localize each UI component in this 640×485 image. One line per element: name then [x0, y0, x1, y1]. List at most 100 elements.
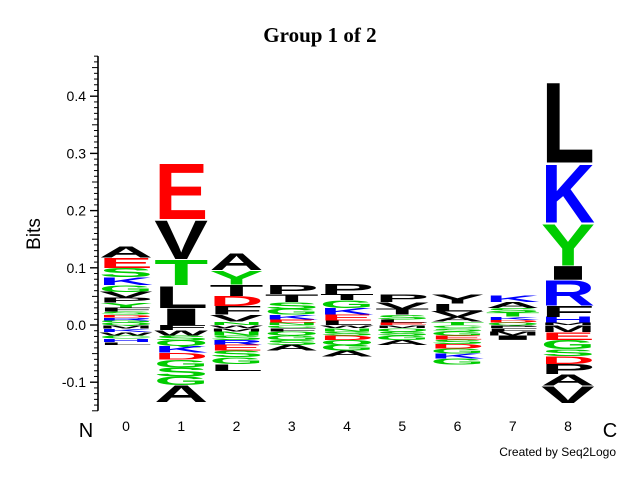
logo-letter-g: G	[265, 308, 319, 317]
logo-letter-g: G	[154, 374, 208, 387]
logo-letter-g: G	[154, 357, 208, 370]
logo-letter-l: L	[375, 318, 429, 323]
logo-letter-i: I	[154, 304, 208, 331]
logo-letter-f: F	[154, 324, 208, 332]
logo-letter-e: E	[320, 313, 374, 322]
logo-letter-g: G	[375, 334, 429, 341]
logo-letter-g: G	[431, 347, 485, 355]
logo-letter-e: E	[431, 334, 485, 340]
logo-letter-k: K	[486, 316, 540, 321]
logo-letter-g: G	[99, 320, 153, 323]
logo-letter-g: G	[320, 298, 374, 311]
logo-letter-c: C	[99, 334, 153, 339]
logo-letter-g: G	[431, 330, 485, 336]
logo-letter-n: N	[320, 327, 374, 332]
logo-letter-g: G	[541, 338, 595, 352]
logo-letter-q: Q	[375, 327, 429, 332]
n-terminus-label: N	[79, 420, 93, 442]
logo-letter-d: D	[99, 314, 153, 318]
logo-letter-v: V	[210, 313, 264, 324]
y-axis-label: Bits	[24, 218, 45, 250]
logo-letter-g: G	[265, 334, 319, 341]
logo-letter-c: C	[431, 324, 485, 328]
logo-letter-a: A	[210, 249, 264, 276]
logo-letter-s: S	[431, 338, 485, 345]
logo-letter-h: H	[541, 316, 595, 325]
logo-letter-q: Q	[99, 322, 153, 325]
logo-letter-m: M	[541, 323, 595, 334]
logo-letter-g: G	[99, 283, 153, 294]
logo-letter-s: S	[431, 327, 485, 332]
logo-letter-a: A	[375, 339, 429, 347]
logo-letter-k: K	[154, 345, 208, 355]
logo-letter-m: M	[210, 327, 264, 332]
logo-letter-k: K	[99, 275, 154, 287]
logo-letter-y: Y	[541, 213, 595, 279]
y-axis: -0.1 0.0 0.1 0.2 0.3 0.4	[62, 55, 99, 412]
logo-letter-n: N	[265, 322, 319, 326]
logo-letter-f: F	[99, 306, 153, 312]
x-position-label: 2	[233, 418, 241, 434]
logo-letter-t: T	[375, 308, 429, 317]
logo-letter-a: A	[154, 381, 208, 408]
y-tick-label: 0.1	[67, 260, 87, 276]
logo-letter-y: Y	[431, 292, 485, 306]
logo-letter-f: F	[265, 327, 319, 332]
letter-stacks: QGRDSFYPVGKSEAMKWCHLILTVEFWSQKDGSGANVFDT…	[99, 58, 595, 408]
logo-letter-r: R	[99, 317, 153, 321]
logo-letter-l: L	[541, 58, 595, 187]
logo-letter-t: T	[486, 311, 540, 317]
logo-letter-v: V	[375, 301, 429, 312]
logo-letter-a: A	[486, 301, 540, 310]
logo-letter-a: A	[265, 344, 319, 353]
logo-letter-v: V	[154, 209, 208, 272]
x-position-label: 7	[509, 418, 517, 434]
logo-letter-q: Q	[154, 339, 208, 348]
logo-letter-s: S	[210, 349, 264, 359]
logo-letter-s: S	[375, 314, 429, 321]
logo-letter-p: P	[486, 324, 540, 328]
chart-title: Group 1 of 2	[263, 23, 376, 47]
logo-letter-e: E	[265, 318, 319, 323]
logo-letter-p: P	[99, 296, 153, 304]
logo-letter-q: Q	[486, 322, 540, 325]
logo-letter-i: I	[486, 334, 540, 341]
logo-letter-g: G	[210, 355, 264, 366]
logo-letter-c: C	[265, 324, 319, 328]
logo-letter-i: I	[541, 262, 595, 284]
c-terminus-label: C	[603, 420, 617, 442]
logo-letter-w: W	[154, 329, 209, 337]
logo-letter-f: F	[486, 327, 540, 332]
logo-letter-d: D	[541, 354, 595, 366]
logo-letter-p: P	[320, 281, 374, 297]
logo-letter-y: Y	[99, 302, 153, 309]
logo-letter-d: D	[320, 334, 374, 341]
logo-letter-s: S	[265, 339, 319, 347]
logo-letter-m: M	[99, 324, 153, 329]
logo-letter-w: W	[320, 324, 374, 328]
logo-letter-s: S	[486, 307, 540, 314]
logo-letter-s: S	[154, 365, 208, 379]
logo-letter-s: S	[320, 330, 374, 336]
logo-letter-d: D	[210, 293, 264, 309]
logo-letter-p: P	[541, 361, 595, 377]
logo-letter-l: L	[154, 280, 208, 315]
logo-letter-e: E	[210, 344, 264, 353]
logo-letter-n: N	[210, 330, 264, 336]
x-position-label: 6	[454, 418, 462, 434]
logo-letter-t: T	[154, 253, 208, 293]
logo-letter-s: S	[99, 310, 153, 315]
logo-letter-e: E	[99, 255, 153, 271]
logo-letter-t: T	[265, 292, 319, 304]
logo-letter-m: M	[541, 322, 595, 326]
logo-letter-m: M	[486, 330, 540, 336]
logo-letter-e: E	[375, 322, 429, 326]
credit-text: Created by Seq2Logo	[499, 445, 616, 459]
x-axis-labels: 0 1 2 3 4 5 6 7 8	[122, 418, 572, 434]
logo-letter-g: G	[320, 344, 374, 353]
x-position-label: 1	[177, 418, 185, 434]
logo-letter-v: V	[99, 290, 153, 299]
logo-letter-r: R	[541, 274, 595, 314]
logo-letter-a: A	[320, 349, 374, 358]
